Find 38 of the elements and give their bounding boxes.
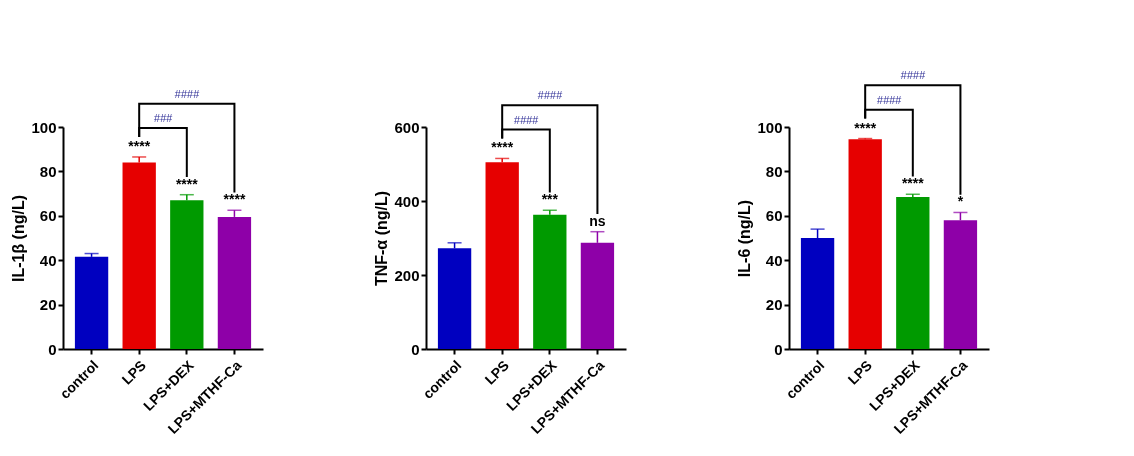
y-tick-label: 0: [411, 340, 420, 358]
y-tick-label: 100: [31, 118, 57, 136]
text: ####: [513, 113, 540, 126]
text: ####: [174, 87, 200, 100]
data-label: ****: [901, 175, 925, 192]
bar: [437, 248, 472, 349]
y-tick-label: 100: [757, 118, 783, 136]
text: ####: [876, 93, 903, 106]
data-label: ****: [491, 139, 514, 156]
y-tick-label: 0: [48, 340, 57, 358]
y-tick-label: 80: [39, 162, 57, 180]
bar: [848, 139, 882, 349]
y-tick-label: 40: [765, 251, 783, 269]
bar: [533, 214, 567, 349]
y-tick-label: 40: [39, 251, 57, 269]
y-tick-label: 0: [774, 340, 783, 358]
y-tick-label: 60: [39, 207, 57, 225]
data-label: ****: [223, 191, 246, 208]
data-label: ***: [541, 191, 559, 208]
bar: [122, 162, 156, 349]
text: ####: [537, 89, 563, 102]
y-tick-label: 600: [394, 118, 420, 136]
y-tick-label: 80: [765, 162, 783, 180]
text: ####: [900, 69, 926, 82]
data-label: *: [957, 193, 964, 210]
y-tick-label: 400: [394, 192, 420, 210]
y-tick-label: 60: [765, 207, 783, 225]
data-label: ns: [589, 212, 606, 229]
y-tick-label: 200: [394, 266, 420, 284]
y-axis-title: TNF-α (ng/L): [373, 190, 391, 287]
y-axis-title: IL-6 (ng/L): [736, 199, 754, 278]
y-tick-label: 20: [39, 296, 57, 314]
data-label: ****: [175, 175, 199, 192]
data-label: ****: [854, 119, 877, 136]
text: ###: [153, 112, 174, 125]
y-tick-label: 20: [765, 296, 783, 314]
y-axis-title: IL-1β (ng/L): [10, 194, 28, 283]
data-label: ****: [128, 137, 151, 154]
